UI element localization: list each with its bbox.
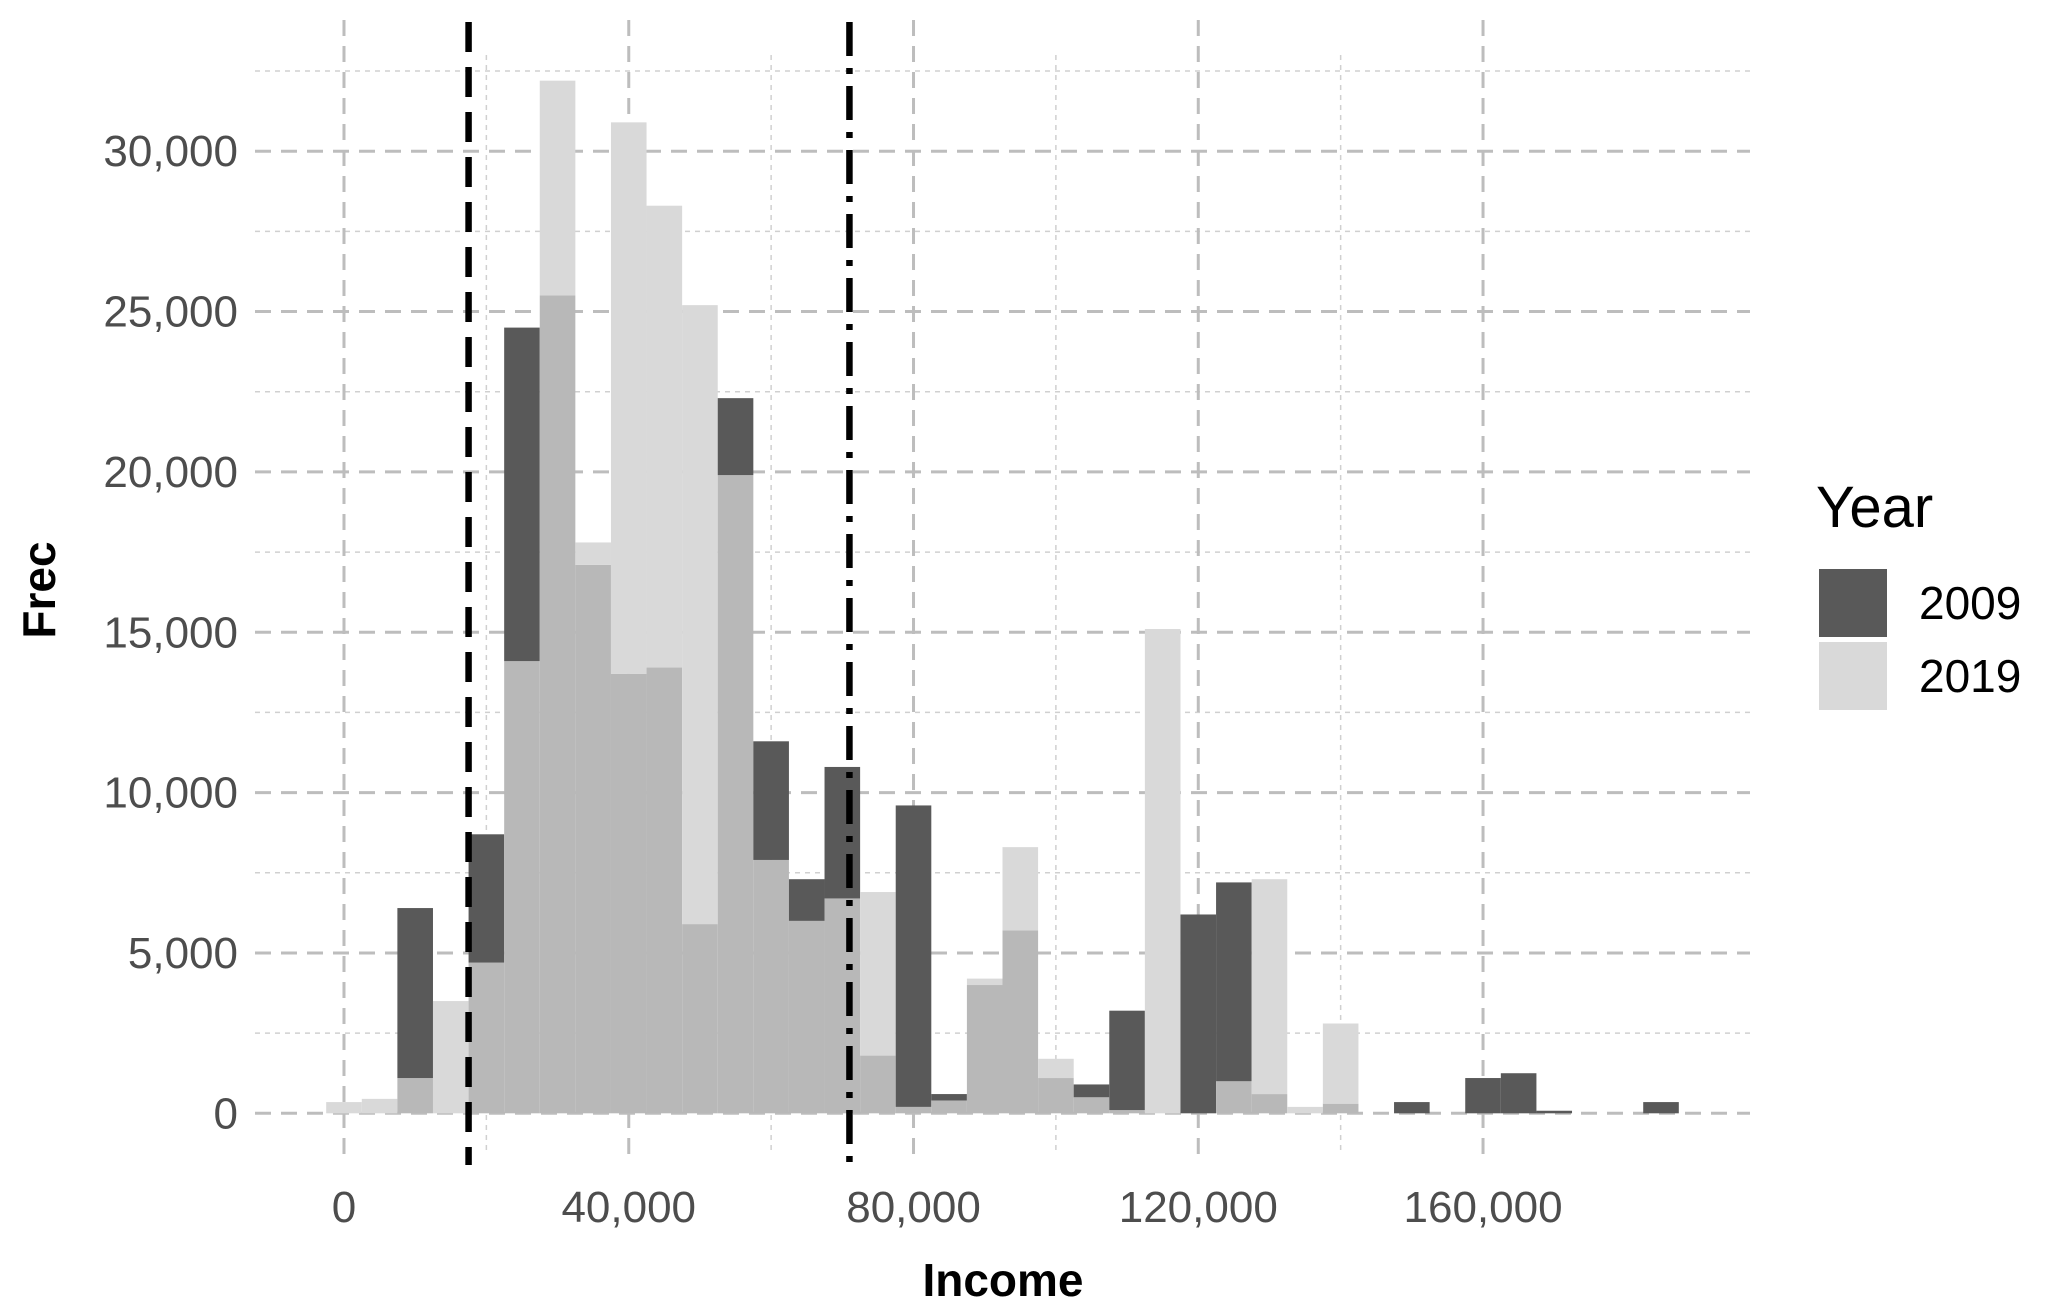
bar-overlap (717, 475, 754, 1114)
y-tick-label: 25,000 (103, 288, 238, 337)
bar-overlap (931, 1100, 967, 1114)
x-axis-title: Income (922, 1254, 1083, 1299)
x-tick-label: 120,000 (1119, 1183, 1278, 1232)
y-tick-label: 20,000 (103, 448, 238, 497)
bar-overlap (575, 564, 611, 1114)
bar-2019 (575, 542, 611, 565)
bar-2009 (895, 805, 932, 1107)
y-tick-label: 5,000 (128, 929, 238, 978)
legend-title: Year (1816, 475, 1933, 540)
bar-2009 (1643, 1102, 1679, 1114)
bar-2009 (504, 327, 540, 662)
bar-2019 (539, 80, 576, 296)
bar-2019 (1002, 847, 1039, 931)
bar-2009 (788, 879, 825, 921)
legend-label-2019: 2019 (1919, 650, 2021, 702)
y-tick-label: 0 (214, 1089, 238, 1138)
legend-label-2009: 2009 (1919, 577, 2021, 629)
bar-2019 (326, 1102, 362, 1114)
bar-2019 (1251, 879, 1288, 1095)
bar-2009 (1109, 1010, 1145, 1111)
bar-2009 (753, 741, 789, 860)
bar-overlap (1002, 930, 1039, 1114)
x-tick-label: 40,000 (561, 1183, 696, 1232)
histogram-bars (326, 80, 1679, 1114)
bar-2009 (824, 766, 861, 899)
y-axis-title: Frec (13, 541, 65, 638)
bar-overlap (966, 985, 1003, 1114)
minor-gridlines (255, 55, 1750, 1155)
bar-2019 (682, 305, 718, 925)
bar-overlap (860, 1055, 896, 1114)
bar-overlap (1322, 1103, 1359, 1114)
bar-2009 (1465, 1078, 1501, 1114)
bar-2009 (1216, 882, 1252, 1082)
bar-2019 (1322, 1023, 1359, 1104)
bar-overlap (1216, 1081, 1252, 1114)
bar-overlap (824, 898, 861, 1114)
bar-overlap (397, 1078, 433, 1114)
bar-overlap (539, 295, 576, 1114)
bar-overlap (1251, 1094, 1288, 1114)
bar-2009 (1536, 1110, 1573, 1114)
bar-overlap (1073, 1097, 1110, 1114)
legend-swatch-2019 (1819, 642, 1887, 710)
bar-2009 (397, 908, 433, 1079)
y-tick-label: 15,000 (103, 608, 238, 657)
bar-overlap (1109, 1110, 1145, 1114)
bar-2019 (966, 978, 1003, 986)
bar-2009 (931, 1094, 967, 1101)
bar-overlap (753, 859, 789, 1114)
bar-2019 (1287, 1106, 1323, 1114)
reference-lines (465, 22, 853, 1165)
bar-2019 (361, 1098, 398, 1114)
bar-overlap (895, 1106, 932, 1114)
y-tick-label: 30,000 (103, 127, 238, 176)
bar-2019 (860, 892, 896, 1056)
bar-overlap (468, 962, 505, 1114)
y-axis-ticks: 0 5,000 10,000 15,000 20,000 25,000 30,000 (103, 127, 238, 1138)
x-tick-label: 0 (332, 1183, 356, 1232)
bar-overlap (788, 920, 825, 1114)
x-axis-ticks: 0 40,000 80,000 120,000 160,000 (332, 1183, 1563, 1232)
bar-2009 (468, 834, 505, 963)
bar-2009 (1073, 1084, 1110, 1098)
bar-2009 (1180, 914, 1217, 1114)
bar-2009 (717, 398, 754, 476)
x-tick-label: 160,000 (1404, 1183, 1563, 1232)
bar-2009 (1500, 1073, 1537, 1114)
x-tick-label: 80,000 (846, 1183, 981, 1232)
y-tick-label: 10,000 (103, 769, 238, 818)
bar-2019 (610, 122, 647, 674)
bar-2019 (646, 205, 683, 668)
legend-swatch-2009 (1819, 569, 1887, 637)
bar-2019 (1038, 1058, 1074, 1079)
bar-overlap (682, 924, 718, 1114)
bar-2019 (432, 1001, 469, 1114)
bar-overlap (504, 661, 540, 1114)
bar-2019 (1144, 629, 1181, 1114)
bar-overlap (646, 667, 683, 1114)
bar-overlap (1038, 1078, 1074, 1114)
legend: Year 2009 2019 (1816, 475, 2021, 710)
bar-2009 (1394, 1102, 1430, 1114)
bar-overlap (610, 673, 647, 1114)
